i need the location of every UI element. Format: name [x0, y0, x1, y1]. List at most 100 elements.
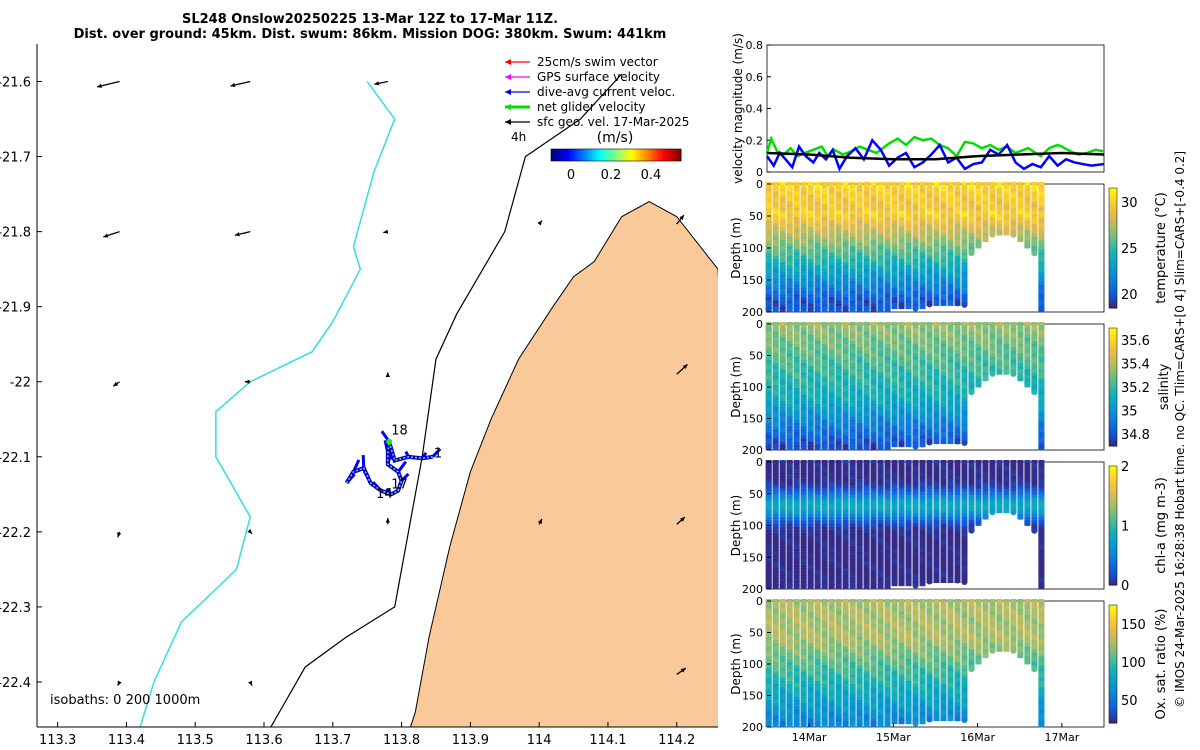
section-sample: [933, 400, 940, 407]
section-sample: [1010, 488, 1017, 495]
section-sample: [870, 258, 877, 265]
section-sample: [926, 198, 933, 204]
section-sample: [772, 400, 779, 407]
section-sample: [814, 674, 821, 681]
section-sample: [912, 425, 919, 432]
section-sample: [765, 297, 772, 303]
section-sample: [884, 419, 891, 426]
section-sample: [821, 422, 828, 429]
section-bottom-point: [793, 582, 800, 589]
section-sample: [835, 677, 842, 684]
section-sample: [772, 416, 779, 422]
section-sample: [828, 287, 835, 294]
section-sample: [807, 558, 814, 564]
section-sample: [1003, 217, 1010, 223]
section-sample: [905, 337, 912, 344]
section-sample: [807, 322, 814, 328]
section-sample: [968, 198, 975, 204]
section-sample: [870, 510, 877, 517]
section-sample: [849, 236, 856, 242]
section-sample: [807, 466, 814, 472]
section-sample: [891, 214, 898, 220]
section-sample: [772, 482, 779, 488]
section-sample: [1017, 482, 1024, 488]
section-sample: [779, 636, 786, 643]
section-sample: [779, 287, 786, 294]
section-sample: [940, 567, 947, 574]
section-sample: [961, 545, 968, 552]
section-sample: [1038, 574, 1045, 580]
section-sample: [800, 372, 807, 378]
section-sample: [870, 331, 877, 337]
section-sample: [793, 188, 800, 194]
section-sample: [982, 488, 989, 495]
section-sample: [835, 633, 842, 640]
section-sample: [919, 416, 926, 422]
section-sample: [772, 252, 779, 258]
section-sample: [982, 494, 989, 501]
section-sample: [765, 696, 772, 703]
section-sample: [807, 413, 814, 419]
section-sample: [1031, 375, 1038, 382]
section-sample: [835, 639, 842, 646]
section-sample: [961, 469, 968, 476]
section-sample: [905, 400, 912, 407]
section-sample: [1031, 513, 1038, 520]
section-sample: [961, 274, 968, 281]
section-sample: [765, 684, 772, 690]
section-sample: [779, 249, 786, 255]
section-sample: [968, 239, 975, 246]
section-sample: [926, 337, 933, 344]
section-sample: [779, 605, 786, 611]
section-sample: [954, 226, 961, 233]
section-sample: [842, 284, 849, 290]
section-sample: [877, 233, 884, 239]
section-sample: [877, 246, 884, 252]
section-sample: [919, 334, 926, 341]
section-sample: [828, 201, 835, 207]
section-sample: [821, 366, 828, 372]
section-sample: [877, 353, 884, 359]
section-sample: [933, 265, 940, 271]
section-sample: [954, 328, 961, 334]
section-sample: [786, 239, 793, 246]
section-sample: [961, 322, 968, 328]
section-sample: [877, 567, 884, 574]
section-sample: [898, 463, 905, 469]
section-sample: [793, 262, 800, 268]
section-sample: [849, 378, 856, 385]
section-sample: [835, 217, 842, 223]
section-sample: [1010, 204, 1017, 210]
section-sample: [786, 284, 793, 290]
section-sample: [975, 233, 982, 239]
section-sample: [891, 201, 898, 207]
section-sample: [779, 677, 786, 684]
section-sample: [786, 558, 793, 564]
section-sample: [800, 182, 807, 188]
section-sample: [814, 255, 821, 262]
section-sample: [1024, 194, 1031, 201]
section-sample: [807, 191, 814, 198]
section-sample: [793, 466, 800, 472]
section-sample: [793, 655, 800, 662]
section-sample: [842, 258, 849, 265]
section-sample: [779, 536, 786, 542]
section-profile: [912, 182, 919, 312]
section-sample: [940, 325, 947, 331]
section-sample: [877, 536, 884, 542]
section-sample: [989, 217, 996, 223]
section-sample: [870, 369, 877, 375]
section-sample: [800, 249, 807, 255]
section-sample: [947, 242, 954, 249]
section-sample: [947, 558, 954, 564]
section-colorbar-tick-label: 1: [1121, 520, 1129, 535]
section-sample: [779, 328, 786, 334]
section-sample: [1017, 201, 1024, 207]
section-bottom-point: [996, 368, 1003, 375]
section-sample: [877, 239, 884, 246]
section-sample: [800, 419, 807, 426]
section-sample: [912, 198, 919, 204]
section-sample: [828, 696, 835, 703]
section-sample: [821, 646, 828, 652]
section-sample: [1038, 498, 1045, 504]
